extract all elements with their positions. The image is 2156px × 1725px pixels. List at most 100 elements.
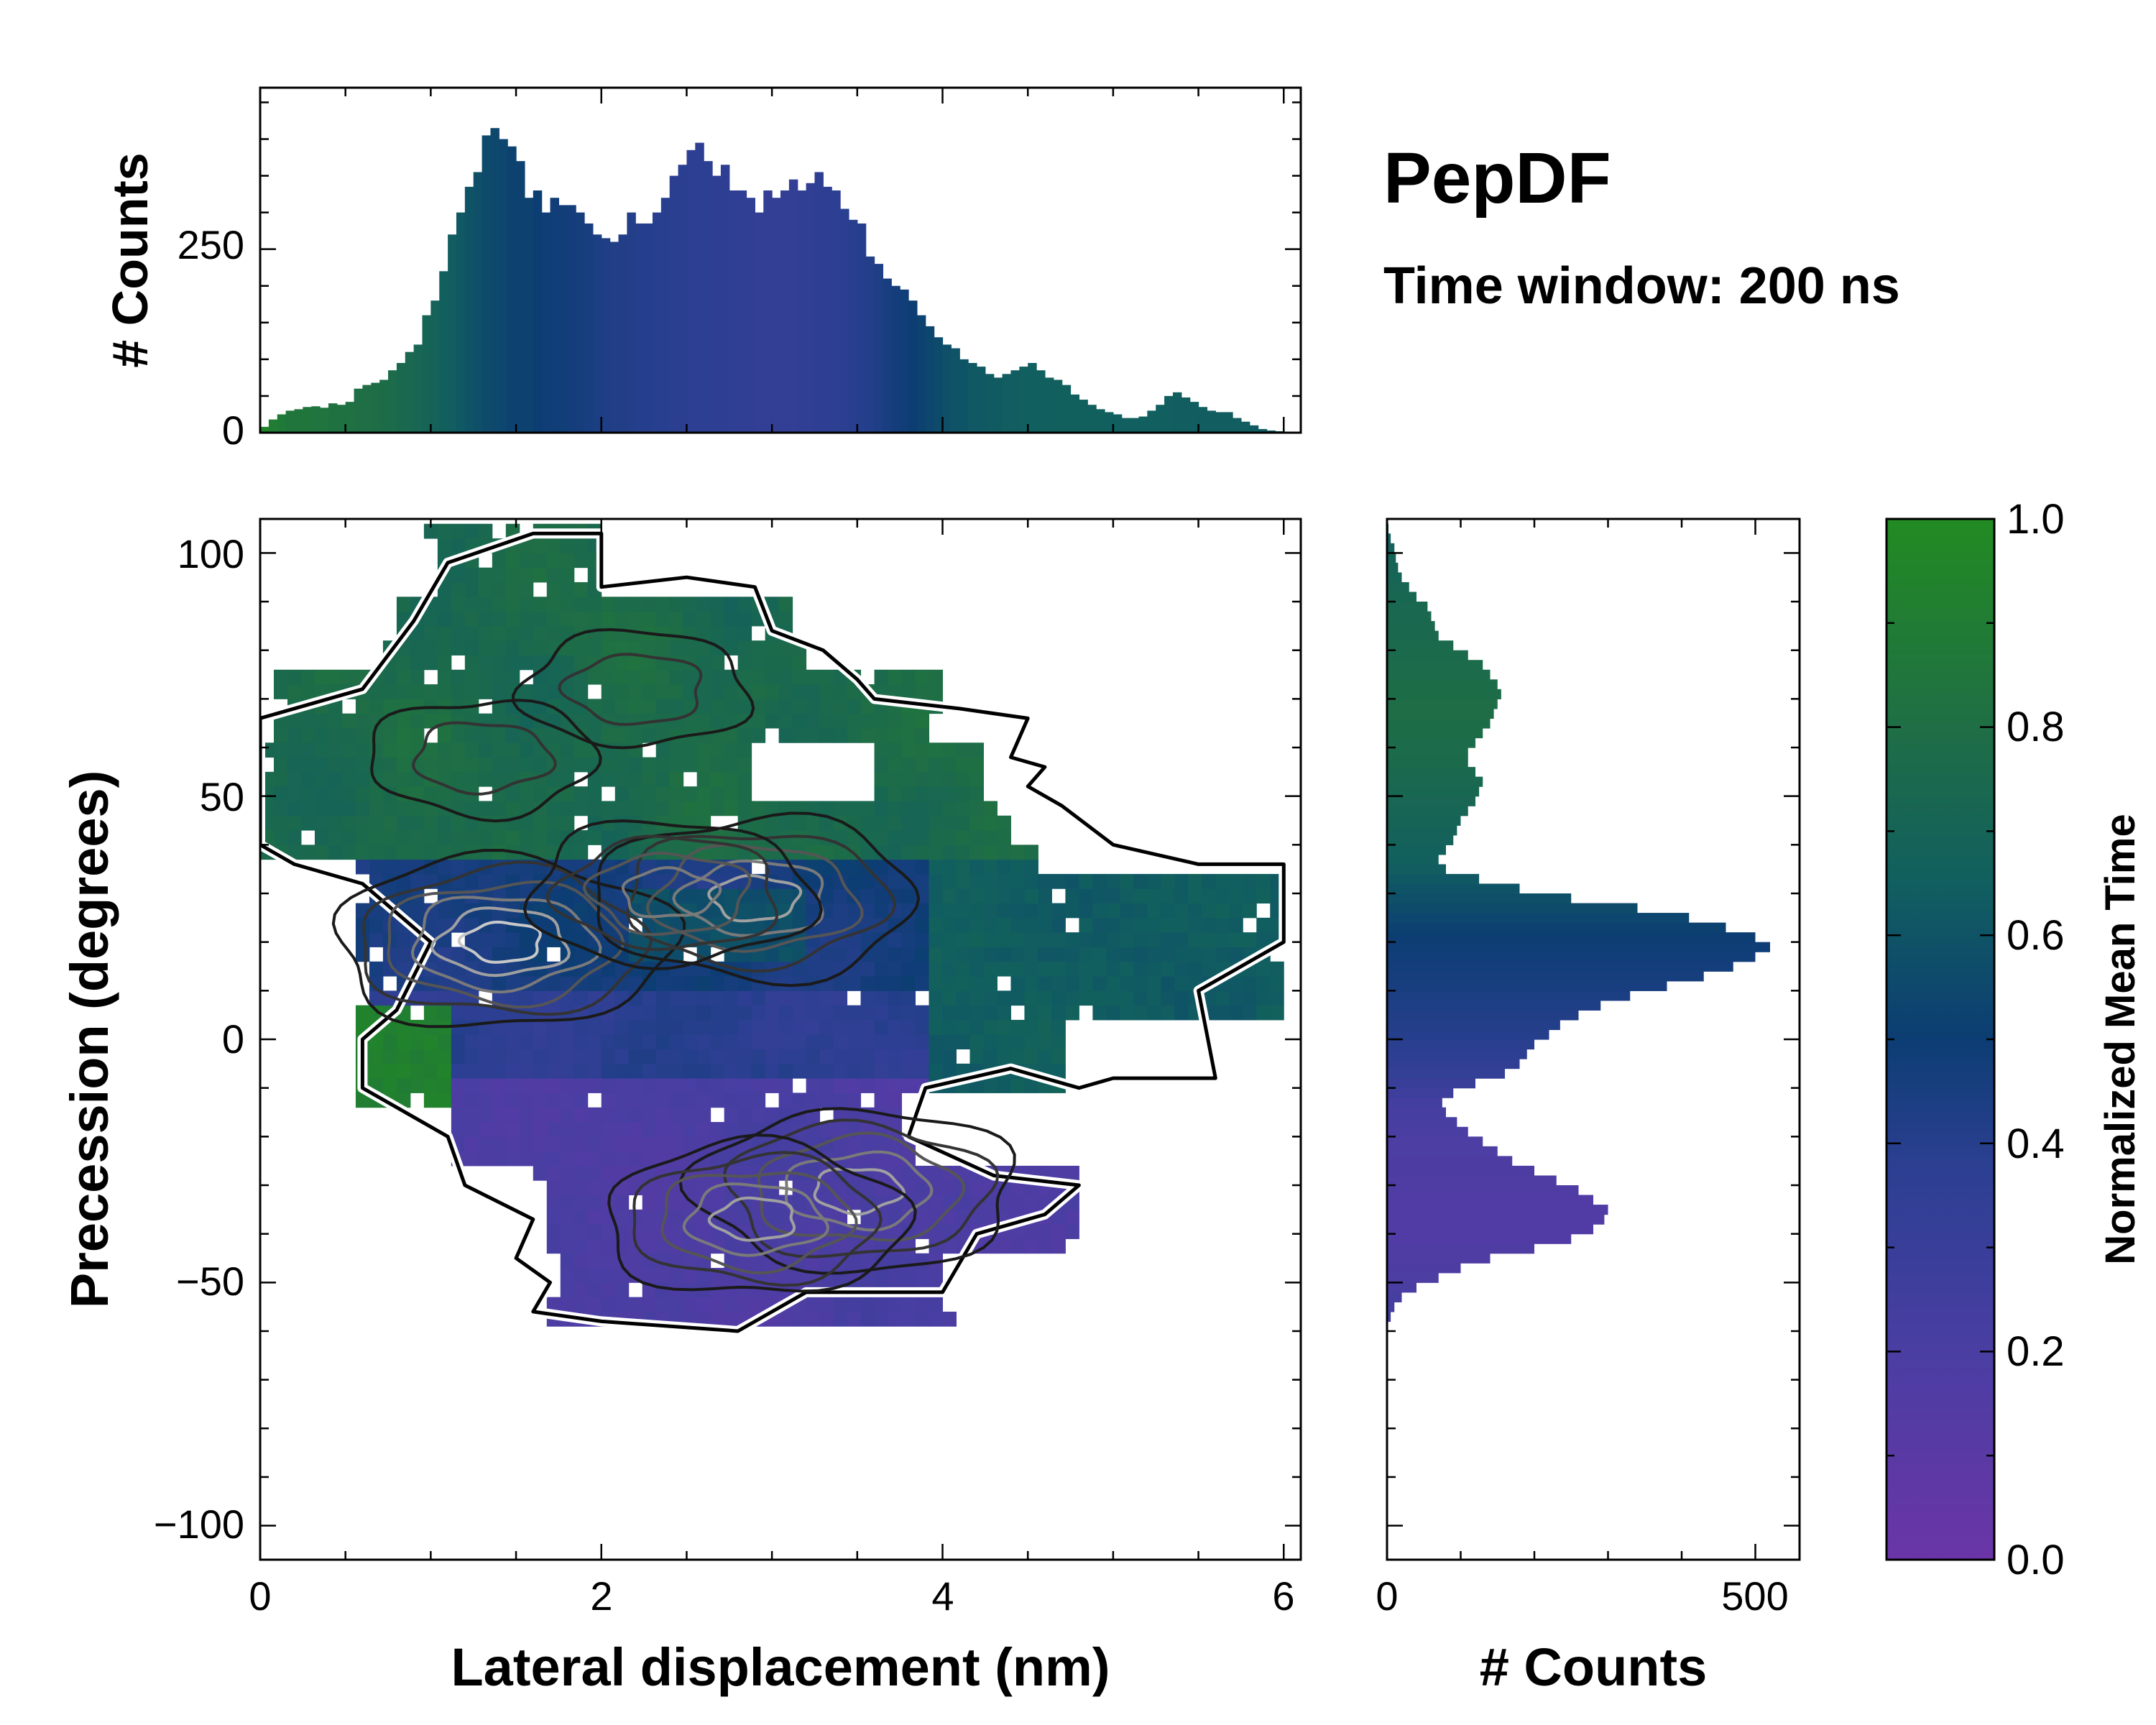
heatmap-cell [724, 699, 739, 714]
heatmap-cell [778, 888, 793, 904]
colorbar-tick-label: 0.2 [2007, 1328, 2065, 1375]
heatmap-cell [560, 947, 575, 962]
heatmap-cell [969, 1034, 984, 1050]
heatmap-cell [683, 786, 698, 801]
heatmap-cell [778, 1209, 793, 1225]
heatmap-cell [382, 1063, 397, 1079]
right-histogram-bar [1387, 893, 1572, 904]
heatmap-cell [874, 947, 889, 962]
heatmap-cell [765, 655, 780, 671]
right-histogram-bar [1387, 1214, 1605, 1225]
heatmap-cell [669, 640, 684, 656]
heatmap-cell [451, 757, 466, 773]
heatmap-cell [410, 1034, 425, 1050]
heatmap-cell [642, 873, 657, 889]
heatmap-cell [929, 1063, 944, 1079]
heatmap-cell [287, 801, 302, 816]
main-xtick-label: 6 [1272, 1573, 1294, 1619]
heatmap-cell [669, 1005, 684, 1021]
heatmap-cell [956, 830, 970, 845]
heatmap-cell [696, 801, 711, 816]
heatmap-cell [724, 1019, 739, 1035]
heatmap-cell [423, 815, 438, 831]
main-ytick-label: 50 [200, 774, 244, 819]
heatmap-cell [587, 597, 602, 612]
heatmap-cell [573, 742, 589, 758]
heatmap-cell [587, 1238, 602, 1254]
heatmap-cell [533, 1019, 548, 1035]
heatmap-cell [778, 727, 793, 743]
heatmap-cell [396, 830, 411, 845]
heatmap-cell [1161, 990, 1175, 1006]
heatmap-cell [1174, 932, 1189, 947]
heatmap-cell [833, 1297, 848, 1312]
heatmap-cell [874, 903, 889, 919]
heatmap-cell [929, 830, 944, 845]
density-contour [607, 1133, 917, 1293]
heatmap-cell [1106, 917, 1120, 933]
heatmap-cell [464, 1049, 479, 1064]
heatmap-cell [519, 597, 534, 612]
right-xtick-label: 0 [1376, 1573, 1398, 1619]
right-histogram-bar [1387, 971, 1704, 982]
heatmap-cell [915, 1180, 930, 1196]
heatmap-cell [1051, 961, 1066, 977]
heatmap-cell [382, 771, 397, 787]
heatmap-cell [683, 1078, 698, 1093]
heatmap-cell [1024, 961, 1038, 977]
heatmap-cell [437, 1092, 452, 1108]
heatmap-cell [573, 1049, 589, 1064]
heatmap-cell [915, 801, 930, 816]
heatmap-cell [792, 1311, 807, 1327]
top-histogram-bar [268, 419, 278, 433]
right-xtick-label: 500 [1721, 1573, 1788, 1619]
heatmap-cell [451, 830, 466, 845]
heatmap-cell [451, 1005, 466, 1021]
heatmap-cell [369, 742, 384, 758]
heatmap-cell [860, 1049, 875, 1064]
heatmap-cell [833, 1019, 848, 1035]
heatmap-cell [451, 742, 466, 758]
heatmap-cell [1120, 873, 1134, 889]
heatmap-cell [642, 1224, 657, 1239]
heatmap-cell [888, 961, 903, 977]
heatmap-cell [901, 1019, 916, 1035]
heatmap-cell [915, 903, 930, 919]
heatmap-cell [929, 961, 944, 977]
heatmap-cell [628, 1005, 643, 1021]
heatmap-cell [806, 873, 821, 889]
heatmap-cell [655, 976, 671, 991]
right-histogram-bar [1387, 873, 1480, 885]
heatmap-cell [560, 553, 575, 569]
heatmap-cell [683, 1049, 698, 1064]
heatmap-cell [505, 669, 520, 685]
heatmap-cell [628, 1107, 643, 1123]
heatmap-cell [983, 888, 998, 904]
heatmap-cell [874, 1049, 889, 1064]
heatmap-cell [587, 1195, 602, 1210]
heatmap-cell [724, 888, 739, 904]
top-ylabel: # Counts [102, 152, 158, 367]
heatmap-cell [478, 801, 493, 816]
heatmap-cell [355, 713, 370, 729]
heatmap-cell [915, 1297, 930, 1312]
heatmap-cell [464, 771, 479, 787]
heatmap-cell [942, 873, 957, 889]
heatmap-cell [642, 1063, 657, 1079]
top-histogram-bar [1189, 402, 1199, 433]
heatmap-cell [983, 873, 998, 889]
right-histogram-bar [1387, 1272, 1439, 1283]
heatmap-cell [614, 786, 630, 801]
heatmap-cell [1079, 947, 1093, 962]
heatmap-cell [751, 669, 766, 685]
heatmap-cell [369, 845, 384, 860]
heatmap-cell [1229, 903, 1243, 919]
heatmap-cell [546, 1165, 561, 1181]
heatmap-cell [669, 1136, 684, 1152]
heatmap-cell [669, 1049, 684, 1064]
heatmap-cell [492, 757, 507, 773]
heatmap-cell [628, 757, 643, 773]
heatmap-cell [505, 553, 520, 569]
heatmap-cell [601, 1253, 616, 1269]
top-histogram-bar [1266, 430, 1276, 433]
